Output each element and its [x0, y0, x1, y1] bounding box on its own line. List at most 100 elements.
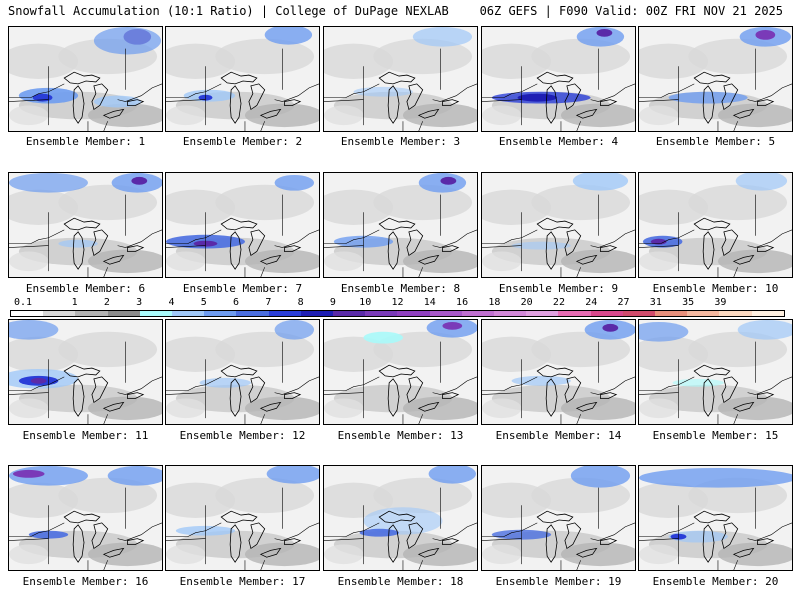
colorbar-swatch: [429, 311, 462, 316]
colorbar: [10, 310, 785, 317]
light-snow-area: [166, 544, 206, 565]
snowfall-contour: [570, 466, 631, 488]
light-snow-area: [244, 249, 319, 274]
light-snow-area: [215, 331, 315, 368]
colorbar-tick-label: 9: [329, 297, 336, 308]
light-snow-area: [402, 249, 477, 274]
colorbar-tick-label: 2: [103, 297, 110, 308]
political-borders: [482, 48, 635, 131]
political-borders: [482, 194, 635, 277]
light-snow-area: [58, 184, 158, 221]
light-snow-area: [373, 477, 473, 514]
light-snow-area: [531, 38, 631, 75]
ensemble-member-map-18: [323, 465, 478, 571]
political-borders: [324, 487, 477, 570]
colorbar-swatch: [461, 311, 495, 316]
light-snow-area: [9, 398, 49, 419]
colorbar-tick-label: 39: [714, 297, 727, 308]
light-snow-area: [717, 249, 792, 274]
light-snow-area: [717, 103, 792, 128]
ensemble-member-label: Ensemble Member: 2: [182, 135, 303, 148]
ensemble-member-map-11: [8, 319, 163, 425]
ensemble-member-label: Ensemble Member: 14: [495, 429, 622, 442]
snowfall-contour: [30, 377, 47, 384]
snowfall-contour: [266, 466, 319, 484]
great-lakes-outline: [220, 217, 302, 270]
snowfall-contour: [602, 323, 619, 332]
light-snow-area: [402, 103, 477, 128]
light-snow-area: [639, 251, 679, 272]
ensemble-member-map-1: [8, 26, 163, 132]
political-borders: [639, 341, 792, 424]
light-snow-area: [560, 542, 635, 567]
snowfall-contour: [755, 29, 776, 40]
light-snow-area: [58, 477, 158, 514]
snowfall-contour: [572, 173, 629, 191]
political-borders: [482, 487, 635, 570]
ensemble-member-map-15: [638, 319, 793, 425]
light-snow-area: [373, 184, 473, 221]
snowfall-contour: [264, 27, 313, 45]
snowfall-contour: [9, 320, 59, 340]
light-snow-area: [324, 251, 364, 272]
political-borders: [9, 194, 162, 277]
colorbar-swatch: [365, 311, 398, 316]
political-borders: [639, 487, 792, 570]
colorbar-swatch: [300, 311, 334, 316]
colorbar-swatch: [719, 311, 752, 316]
ensemble-member-map-7: [165, 172, 320, 278]
light-snow-area: [402, 542, 477, 567]
colorbar-tick-label: 3: [136, 297, 143, 308]
ensemble-member-map-3: [323, 26, 478, 132]
colorbar-swatch: [397, 311, 430, 316]
light-snow-area: [324, 105, 364, 126]
light-snow-area: [373, 38, 473, 75]
light-snow-area: [639, 398, 679, 419]
political-borders: [324, 341, 477, 424]
ensemble-member-label: Ensemble Member: 17: [179, 575, 306, 588]
colorbar-tick-label: 8: [297, 297, 304, 308]
ensemble-member-map-9: [481, 172, 636, 278]
light-snow-area: [87, 103, 162, 128]
light-snow-area: [324, 398, 364, 419]
snowfall-contour: [668, 91, 748, 104]
light-snow-area: [58, 331, 158, 368]
colorbar-tick-label: 12: [391, 297, 404, 308]
political-borders: [324, 194, 477, 277]
colorbar-swatch: [204, 311, 237, 316]
colorbar-swatch: [494, 311, 527, 316]
great-lakes-outline: [693, 217, 775, 270]
model-valid-time: 06Z GEFS | F090 Valid: 00Z FRI NOV 21 20…: [479, 4, 783, 18]
snowfall-contour: [58, 239, 98, 248]
ensemble-member-map-6: [8, 172, 163, 278]
colorbar-swatch: [43, 311, 76, 316]
great-lakes-outline: [220, 510, 302, 563]
colorbar-swatch: [11, 311, 44, 316]
ensemble-member-label: Ensemble Member: 13: [337, 429, 464, 442]
ensemble-member-map-4: [481, 26, 636, 132]
political-borders: [9, 341, 162, 424]
light-snow-area: [688, 331, 788, 368]
colorbar-tick-label: 16: [456, 297, 469, 308]
political-borders: [9, 487, 162, 570]
ensemble-member-map-17: [165, 465, 320, 571]
snowfall-contour: [639, 321, 689, 342]
colorbar-labels: 0.1 1 2 3 4 5 6 7 8 9 10 12 14 16 18 20 22 24 27 31 35 39: [10, 297, 785, 309]
ensemble-member-label: Ensemble Member: 10: [652, 282, 779, 295]
great-lakes-outline: [378, 510, 460, 563]
colorbar-swatch: [236, 311, 269, 316]
political-borders: [166, 48, 319, 131]
great-lakes-outline: [693, 364, 775, 417]
great-lakes-outline: [220, 364, 302, 417]
light-snow-area: [324, 544, 364, 565]
light-snow-area: [639, 105, 679, 126]
great-lakes-outline: [63, 364, 145, 417]
snowfall-contour: [639, 467, 792, 488]
ensemble-member-label: Ensemble Member: 5: [655, 135, 776, 148]
ensemble-member-map-8: [323, 172, 478, 278]
snowfall-contour: [199, 377, 251, 388]
ensemble-member-label: Ensemble Member: 7: [182, 282, 303, 295]
colorbar-tick-label: 35: [682, 297, 695, 308]
snowfall-contour: [93, 27, 162, 55]
colorbar-tick-label: 24: [585, 297, 598, 308]
